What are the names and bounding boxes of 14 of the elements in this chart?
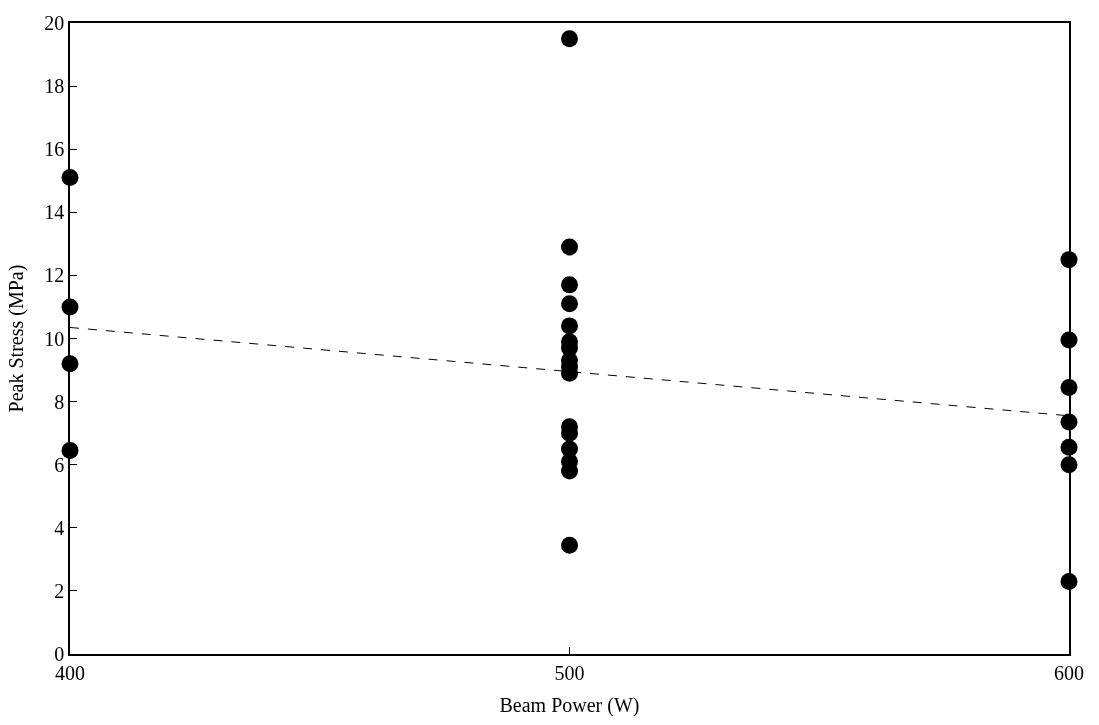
y-tick-label: 18 bbox=[44, 75, 65, 98]
y-tick-label: 10 bbox=[44, 327, 65, 350]
x-axis-title: Beam Power (W) bbox=[499, 693, 640, 717]
y-tick-label: 2 bbox=[54, 579, 65, 602]
y-axis-title: Peak Stress (MPa) bbox=[5, 264, 29, 413]
y-tick-label: 4 bbox=[54, 516, 65, 539]
y-tick-label: 6 bbox=[54, 453, 65, 476]
y-tick-label: 12 bbox=[44, 264, 65, 287]
y-tick-label: 14 bbox=[44, 201, 65, 224]
x-tick-label: 500 bbox=[554, 661, 585, 684]
y-tick-label: 20 bbox=[44, 12, 65, 34]
x-tick-label: 600 bbox=[1054, 661, 1084, 684]
y-tick-label: 16 bbox=[44, 138, 65, 161]
y-tick-label: 8 bbox=[54, 390, 65, 413]
